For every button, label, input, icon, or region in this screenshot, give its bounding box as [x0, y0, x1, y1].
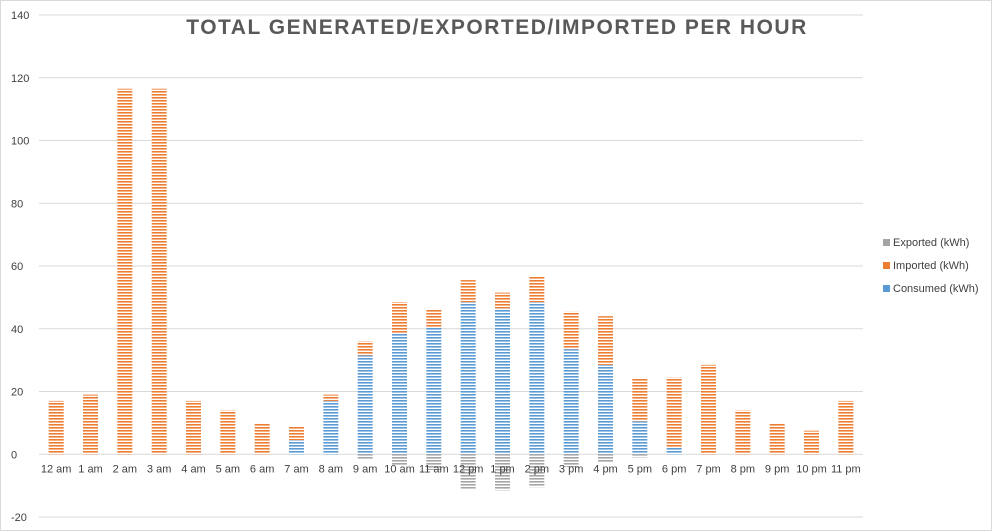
legend-swatch-imported [883, 262, 890, 269]
x-tick-label: 9 am [353, 463, 377, 475]
x-tick-label: 8 pm [731, 463, 755, 475]
x-tick-label: 5 pm [628, 463, 652, 475]
x-tick-label: 12 pm [453, 463, 484, 475]
x-tick-label: 12 am [41, 463, 72, 475]
x-tick-label: 4 pm [593, 463, 617, 475]
bar-exported [460, 454, 476, 489]
bars-layer [48, 88, 854, 491]
x-tick-label: 10 pm [796, 463, 827, 475]
legend-swatch-exported [883, 239, 890, 246]
bar-consumed [392, 333, 407, 455]
bar-imported [426, 309, 442, 328]
y-tick-label: 40 [11, 324, 23, 336]
bar-consumed [529, 302, 545, 455]
y-tick-label: 140 [11, 10, 29, 22]
y-tick-label: 120 [11, 73, 29, 85]
bar-imported [254, 422, 270, 455]
x-tick-label: 11 pm [831, 463, 861, 475]
x-tick-label: 7 pm [696, 463, 720, 475]
bar-imported [289, 426, 304, 441]
bar-imported [563, 311, 579, 350]
bar-exported [598, 454, 613, 463]
x-axis-labels: 12 am 1 am 2 am 3 am 4 am 5 am 6 am 7 am 8 am 9 a… [41, 463, 861, 475]
bar-consumed [460, 302, 476, 455]
legend-label-imported: Imported (kWh) [893, 260, 969, 272]
bar-imported [632, 378, 648, 422]
x-tick-label: 9 pm [765, 463, 789, 475]
bar-consumed [426, 327, 442, 455]
bar-imported [666, 377, 682, 448]
bar-consumed [598, 364, 613, 455]
bar-imported [495, 292, 510, 309]
bar-exported [426, 454, 442, 470]
bar-consumed [632, 421, 648, 455]
y-tick-label: 80 [11, 198, 23, 210]
y-tick-label: 20 [11, 387, 23, 399]
bar-imported [323, 394, 339, 401]
bar-consumed [563, 349, 579, 455]
x-tick-label: 6 am [250, 463, 274, 475]
bar-imported [838, 400, 854, 455]
bar-consumed [357, 355, 373, 455]
x-tick-label: 2 am [113, 463, 137, 475]
bar-imported [735, 410, 751, 455]
bar-consumed [495, 308, 510, 455]
grid-layer: -20 0 20 40 60 80 100 120 140 [11, 10, 863, 524]
legend-label-exported: Exported (kWh) [893, 237, 969, 249]
x-tick-label: 2 pm [525, 463, 549, 475]
bar-imported [598, 316, 613, 365]
legend: Exported (kWh) Imported (kWh) Consumed (kW… [883, 237, 979, 295]
bar-consumed [289, 440, 304, 455]
x-tick-label: 6 pm [662, 463, 686, 475]
bar-consumed [666, 447, 682, 455]
bar-imported [220, 410, 236, 455]
y-tick-label: -20 [11, 512, 27, 524]
bar-imported [701, 364, 716, 455]
legend-swatch-consumed [883, 285, 890, 292]
bar-imported [48, 400, 64, 455]
bar-exported [495, 454, 510, 491]
bar-exported [357, 454, 373, 459]
y-tick-label: 0 [11, 449, 17, 461]
x-tick-label: 3 am [147, 463, 171, 475]
x-tick-label: 4 am [181, 463, 205, 475]
bar-imported [83, 394, 98, 455]
x-tick-label: 10 am [384, 463, 415, 475]
bar-imported [357, 341, 373, 356]
bar-imported [460, 280, 476, 303]
bar-exported [392, 454, 407, 466]
bar-imported [804, 430, 819, 455]
y-tick-label: 60 [11, 261, 23, 273]
bar-imported [117, 88, 133, 455]
bar-imported [769, 422, 785, 455]
x-tick-label: 5 am [216, 463, 240, 475]
legend-label-consumed: Consumed (kWh) [893, 283, 979, 295]
bar-imported [151, 88, 167, 455]
x-tick-label: 11 am [419, 463, 449, 475]
bar-exported [563, 454, 579, 467]
bar-exported [632, 454, 648, 458]
bar-imported [392, 302, 407, 334]
x-tick-label: 8 am [319, 463, 343, 475]
x-tick-label: 1 pm [490, 463, 514, 475]
bar-exported [529, 454, 545, 488]
chart-title: TOTAL GENERATED/EXPORTED/IMPORTED PER HO… [186, 16, 808, 39]
bar-imported [186, 400, 201, 455]
y-tick-label: 100 [11, 136, 29, 148]
x-tick-label: 1 am [78, 463, 102, 475]
bar-consumed [323, 400, 339, 455]
bar-imported [529, 276, 545, 303]
x-tick-label: 3 pm [559, 463, 583, 475]
x-tick-label: 7 am [284, 463, 308, 475]
